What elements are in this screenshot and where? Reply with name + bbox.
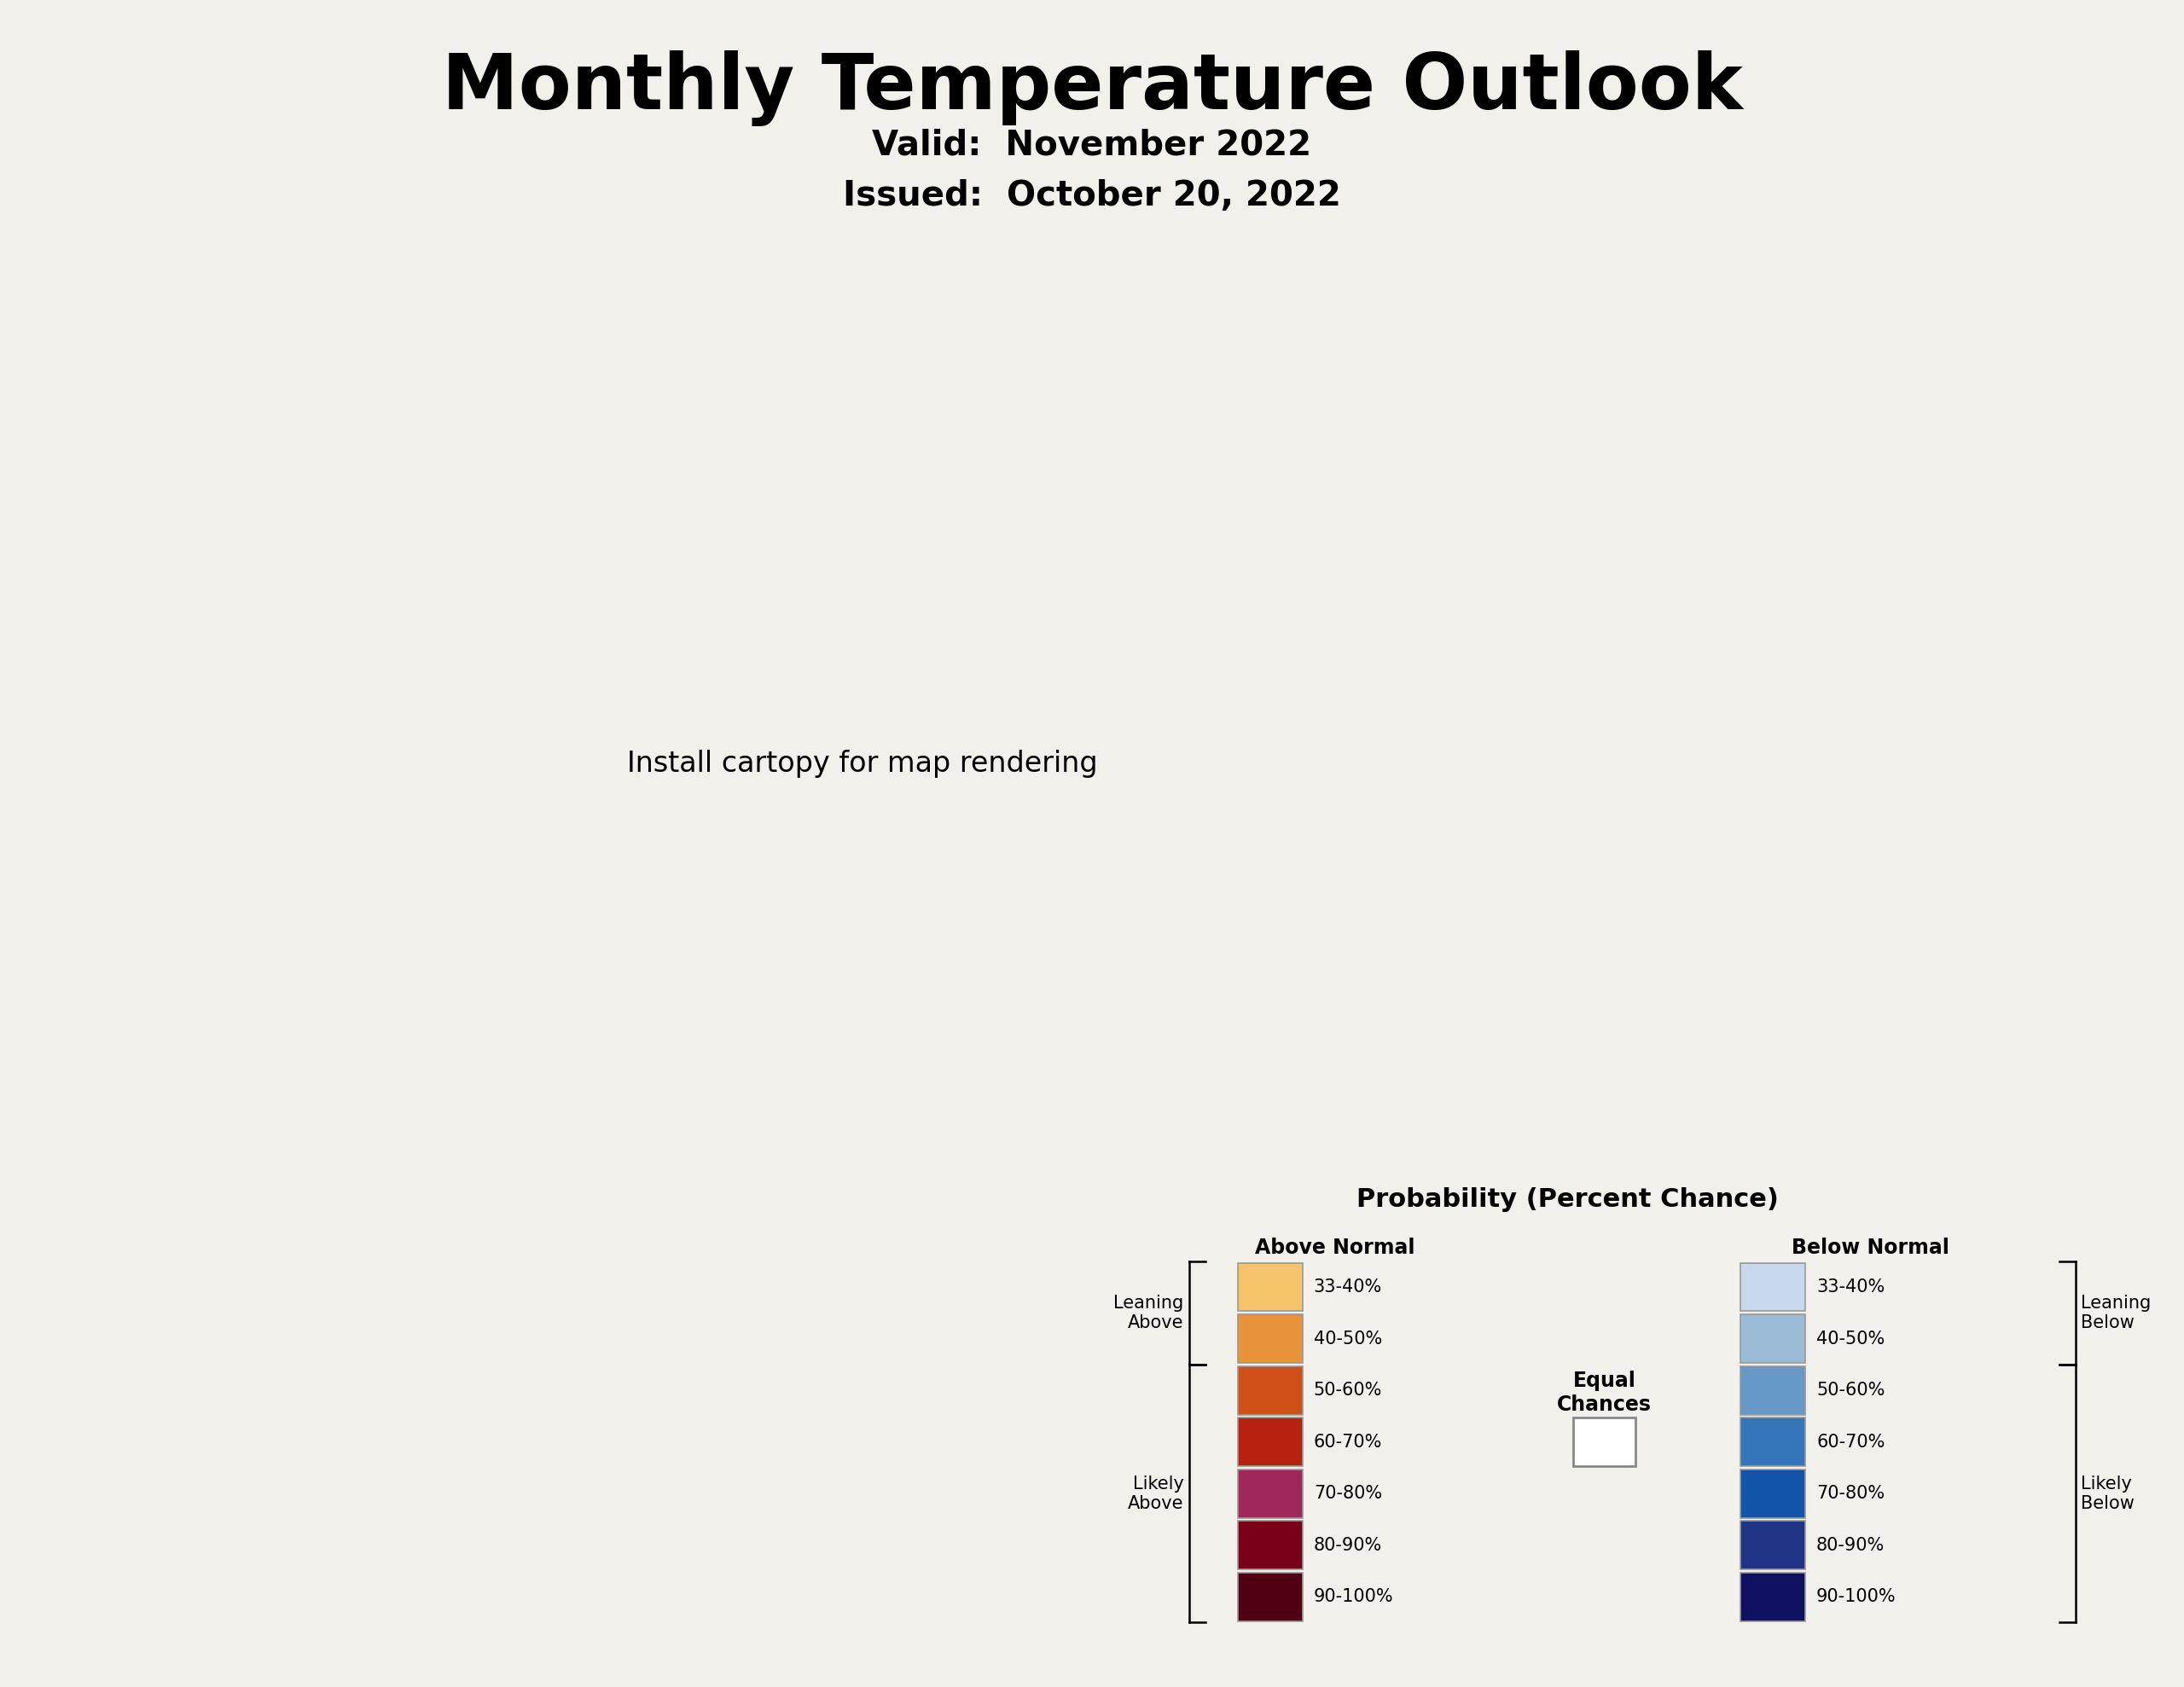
Text: 90-100%: 90-100% — [1817, 1587, 1896, 1606]
Text: Install cartopy for map rendering: Install cartopy for map rendering — [627, 749, 1099, 778]
FancyBboxPatch shape — [1572, 1417, 1636, 1466]
FancyBboxPatch shape — [1238, 1314, 1304, 1363]
Text: 60-70%: 60-70% — [1313, 1434, 1382, 1451]
FancyBboxPatch shape — [1741, 1314, 1806, 1363]
Text: Leaning
Above: Leaning Above — [1114, 1294, 1184, 1331]
FancyBboxPatch shape — [1741, 1469, 1806, 1518]
Text: Monthly Temperature Outlook: Monthly Temperature Outlook — [441, 51, 1743, 127]
FancyBboxPatch shape — [1741, 1572, 1806, 1621]
Text: Leaning
Below: Leaning Below — [2081, 1294, 2151, 1331]
FancyBboxPatch shape — [1238, 1469, 1304, 1518]
FancyBboxPatch shape — [1741, 1366, 1806, 1414]
Text: 40-50%: 40-50% — [1817, 1329, 1885, 1348]
FancyBboxPatch shape — [1741, 1522, 1806, 1569]
Text: 40-50%: 40-50% — [1313, 1329, 1382, 1348]
FancyBboxPatch shape — [1238, 1262, 1304, 1311]
Text: 50-60%: 50-60% — [1817, 1382, 1885, 1399]
Text: 70-80%: 70-80% — [1313, 1485, 1382, 1501]
Text: 90-100%: 90-100% — [1313, 1587, 1393, 1606]
FancyBboxPatch shape — [1238, 1572, 1304, 1621]
FancyBboxPatch shape — [1238, 1522, 1304, 1569]
FancyBboxPatch shape — [1238, 1366, 1304, 1414]
Text: 33-40%: 33-40% — [1313, 1279, 1382, 1296]
Text: 50-60%: 50-60% — [1313, 1382, 1382, 1399]
Text: Likely
Above: Likely Above — [1127, 1474, 1184, 1512]
FancyBboxPatch shape — [1238, 1417, 1304, 1466]
FancyBboxPatch shape — [1741, 1262, 1806, 1311]
Text: Equal
Chances: Equal Chances — [1557, 1372, 1651, 1415]
Text: 80-90%: 80-90% — [1817, 1537, 1885, 1554]
FancyBboxPatch shape — [1741, 1417, 1806, 1466]
Text: 70-80%: 70-80% — [1817, 1485, 1885, 1501]
Text: Likely
Below: Likely Below — [2081, 1474, 2134, 1512]
Text: 80-90%: 80-90% — [1313, 1537, 1382, 1554]
Text: Below Normal: Below Normal — [1791, 1238, 1950, 1259]
Text: Issued:  October 20, 2022: Issued: October 20, 2022 — [843, 179, 1341, 213]
Text: Probability (Percent Chance): Probability (Percent Chance) — [1356, 1188, 1778, 1211]
Text: Above Normal: Above Normal — [1256, 1238, 1415, 1259]
Text: 60-70%: 60-70% — [1817, 1434, 1885, 1451]
Text: Valid:  November 2022: Valid: November 2022 — [871, 128, 1313, 162]
Text: 33-40%: 33-40% — [1817, 1279, 1885, 1296]
